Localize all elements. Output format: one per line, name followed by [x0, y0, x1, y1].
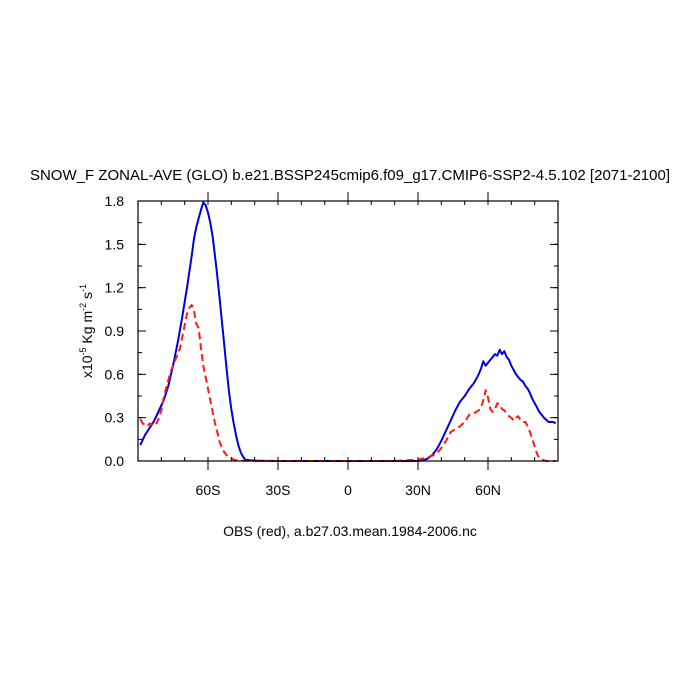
- y-axis-label-exponent: -5: [78, 347, 88, 355]
- y-axis-label-prefix: x10: [79, 355, 95, 378]
- y-axis-label: x10-5 Kg m-2 s-1: [78, 284, 95, 378]
- x-tick-label: 30N: [405, 482, 431, 498]
- y-tick-label: 1.2: [105, 280, 125, 296]
- x-tick-label: 0: [344, 482, 352, 498]
- y-tick-label: 1.5: [105, 236, 125, 252]
- x-tick-label: 30S: [266, 482, 291, 498]
- y-axis-label-exponent-2: -2: [78, 303, 88, 311]
- y-tick-label: 1.8: [105, 193, 125, 209]
- y-tick-label: 0.9: [105, 323, 125, 339]
- y-axis-label-units: Kg m: [79, 311, 95, 348]
- x-axis: 60S 30S 0 30N 60N: [137, 192, 559, 498]
- chart-title: SNOW_F ZONAL-AVE (GLO) b.e21.BSSP245cmip…: [30, 167, 670, 184]
- y-tick-label: 0.6: [105, 366, 125, 382]
- x-axis-label: OBS (red), a.b27.03.mean.1984-2006.nc: [223, 523, 477, 539]
- y-axis-label-exponent-3: -1: [78, 284, 88, 292]
- y-axis-label-units-2: s: [79, 292, 95, 303]
- x-tick-label: 60S: [196, 482, 221, 498]
- y-tick-label: 0.0: [105, 453, 125, 469]
- x-tick-label: 60N: [475, 482, 501, 498]
- y-tick-label: 0.3: [105, 410, 125, 426]
- y-axis: 0.0 0.3 0.6 0.9 1.2 1.5 1.8: [105, 193, 558, 469]
